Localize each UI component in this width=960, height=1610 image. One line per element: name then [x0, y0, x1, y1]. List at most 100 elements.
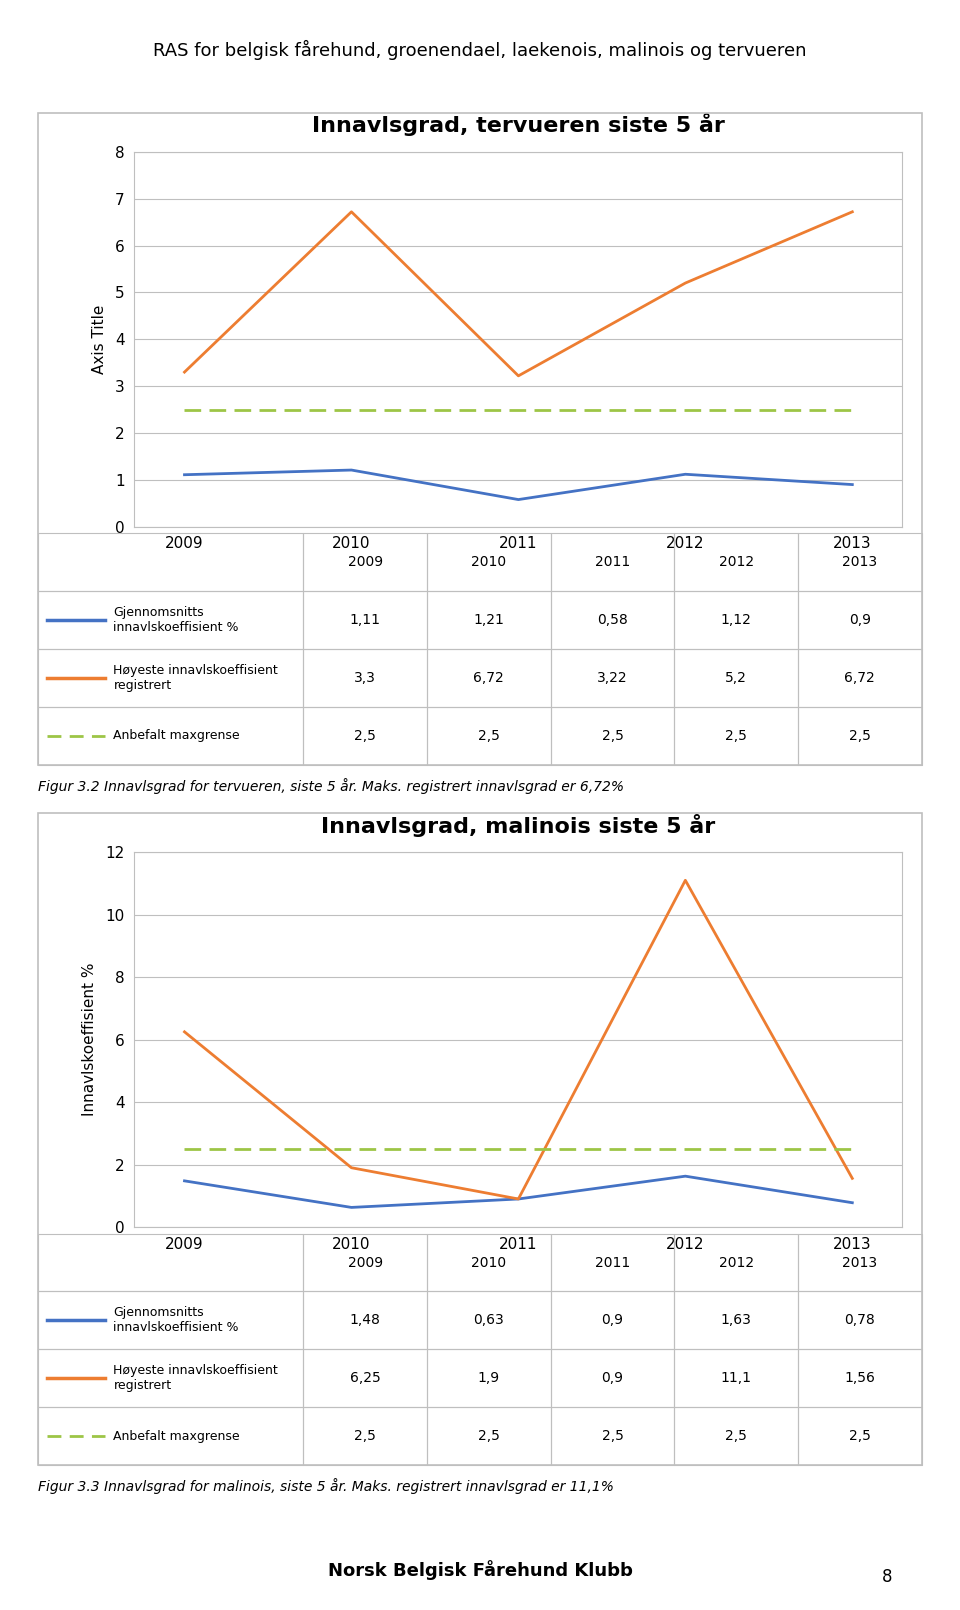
Bar — [303, 1291, 427, 1349]
Text: 2011: 2011 — [595, 555, 630, 570]
Text: 2,5: 2,5 — [725, 1430, 747, 1443]
Bar — [674, 591, 798, 649]
Bar — [38, 533, 303, 591]
Text: 11,1: 11,1 — [721, 1372, 752, 1385]
Bar — [303, 1349, 427, 1407]
Bar — [303, 1233, 427, 1291]
Bar — [551, 707, 674, 765]
Text: 0,9: 0,9 — [602, 1372, 623, 1385]
Text: 2,5: 2,5 — [849, 729, 871, 742]
Bar — [427, 533, 551, 591]
Bar — [674, 1407, 798, 1465]
Bar — [798, 1291, 922, 1349]
Bar — [674, 707, 798, 765]
Text: 2011: 2011 — [595, 1256, 630, 1270]
Title: Innavlsgrad, tervueren siste 5 år: Innavlsgrad, tervueren siste 5 år — [312, 113, 725, 137]
Text: 1,12: 1,12 — [721, 613, 752, 626]
Text: 1,56: 1,56 — [845, 1372, 876, 1385]
Y-axis label: Axis Title: Axis Title — [91, 304, 107, 374]
Bar — [38, 1291, 303, 1349]
Bar — [38, 649, 303, 707]
Bar — [303, 1407, 427, 1465]
Text: RAS for belgisk fårehund, groenendael, laekenois, malinois og tervueren: RAS for belgisk fårehund, groenendael, l… — [154, 40, 806, 60]
Text: 0,9: 0,9 — [602, 1314, 623, 1327]
Bar — [674, 533, 798, 591]
Text: 1,21: 1,21 — [473, 613, 504, 626]
Text: 2,5: 2,5 — [354, 1430, 376, 1443]
Bar — [674, 1349, 798, 1407]
Text: Figur 3.3 Innavlsgrad for malinois, siste 5 år. Maks. registrert innavlsgrad er : Figur 3.3 Innavlsgrad for malinois, sist… — [38, 1478, 614, 1494]
Text: 8: 8 — [882, 1568, 893, 1586]
Text: 2010: 2010 — [471, 555, 506, 570]
Bar — [427, 591, 551, 649]
Bar — [551, 649, 674, 707]
Text: Anbefalt maxgrense: Anbefalt maxgrense — [113, 1430, 240, 1443]
Text: 2012: 2012 — [719, 1256, 754, 1270]
Text: 0,63: 0,63 — [473, 1314, 504, 1327]
Text: 2,5: 2,5 — [602, 1430, 623, 1443]
Bar — [798, 1407, 922, 1465]
Bar — [551, 533, 674, 591]
Bar — [551, 591, 674, 649]
Bar — [798, 1233, 922, 1291]
Bar — [674, 1291, 798, 1349]
Title: Innavlsgrad, malinois siste 5 år: Innavlsgrad, malinois siste 5 år — [322, 813, 715, 837]
Bar — [303, 649, 427, 707]
Text: 2013: 2013 — [842, 1256, 877, 1270]
Text: 2,5: 2,5 — [602, 729, 623, 742]
Text: 2,5: 2,5 — [478, 1430, 500, 1443]
Text: Figur 3.2 Innavlsgrad for tervueren, siste 5 år. Maks. registrert innavlsgrad er: Figur 3.2 Innavlsgrad for tervueren, sis… — [38, 778, 624, 794]
Bar — [798, 707, 922, 765]
Bar — [303, 533, 427, 591]
Bar — [303, 707, 427, 765]
Bar — [38, 1349, 303, 1407]
Text: 1,9: 1,9 — [478, 1372, 500, 1385]
Text: Anbefalt maxgrense: Anbefalt maxgrense — [113, 729, 240, 742]
Text: Norsk Belgisk Fårehund Klubb: Norsk Belgisk Fårehund Klubb — [327, 1560, 633, 1579]
Bar — [798, 1349, 922, 1407]
Text: 1,11: 1,11 — [349, 613, 381, 626]
Text: 6,72: 6,72 — [845, 671, 876, 684]
Bar — [38, 1407, 303, 1465]
Bar — [38, 591, 303, 649]
Text: Høyeste innavlskoeffisient
registrert: Høyeste innavlskoeffisient registrert — [113, 1364, 278, 1393]
Text: 6,25: 6,25 — [349, 1372, 380, 1385]
Bar — [427, 649, 551, 707]
Text: 2,5: 2,5 — [849, 1430, 871, 1443]
Bar — [551, 1349, 674, 1407]
Bar — [551, 1407, 674, 1465]
Text: 2,5: 2,5 — [354, 729, 376, 742]
Text: 5,2: 5,2 — [725, 671, 747, 684]
Text: Gjennomsnitts
innavlskoeffisient %: Gjennomsnitts innavlskoeffisient % — [113, 605, 239, 634]
Text: 2009: 2009 — [348, 1256, 383, 1270]
Text: 0,78: 0,78 — [845, 1314, 876, 1327]
Bar — [798, 649, 922, 707]
Text: 3,3: 3,3 — [354, 671, 376, 684]
Bar — [427, 1291, 551, 1349]
Text: 2010: 2010 — [471, 1256, 506, 1270]
Bar — [38, 707, 303, 765]
Bar — [674, 1233, 798, 1291]
Text: 2,5: 2,5 — [725, 729, 747, 742]
Bar — [38, 1233, 303, 1291]
Bar — [798, 533, 922, 591]
Text: 2012: 2012 — [719, 555, 754, 570]
Bar — [551, 1233, 674, 1291]
Text: 2013: 2013 — [842, 555, 877, 570]
Text: 3,22: 3,22 — [597, 671, 628, 684]
Text: 1,63: 1,63 — [721, 1314, 752, 1327]
Text: 0,9: 0,9 — [849, 613, 871, 626]
Bar — [798, 591, 922, 649]
Text: 0,58: 0,58 — [597, 613, 628, 626]
Bar — [427, 1349, 551, 1407]
Bar — [427, 707, 551, 765]
Text: Høyeste innavlskoeffisient
registrert: Høyeste innavlskoeffisient registrert — [113, 663, 278, 692]
Text: 2,5: 2,5 — [478, 729, 500, 742]
Bar — [551, 1291, 674, 1349]
Y-axis label: Innavlskoeffisient %: Innavlskoeffisient % — [83, 963, 97, 1116]
Text: 2009: 2009 — [348, 555, 383, 570]
Bar — [674, 649, 798, 707]
Text: 1,48: 1,48 — [349, 1314, 380, 1327]
Text: Gjennomsnitts
innavlskoeffisient %: Gjennomsnitts innavlskoeffisient % — [113, 1306, 239, 1335]
Bar — [427, 1233, 551, 1291]
